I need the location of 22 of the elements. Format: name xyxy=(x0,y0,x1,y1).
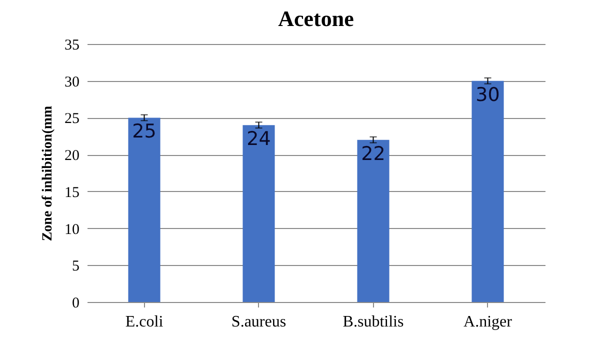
x-tick-label: E.coli xyxy=(125,314,164,330)
data-label: 22 xyxy=(361,142,386,165)
bar xyxy=(472,80,504,302)
bar xyxy=(357,140,390,302)
bar xyxy=(128,118,160,302)
y-tick-label: 10 xyxy=(64,222,80,238)
x-tick-label: S.aureus xyxy=(231,314,286,330)
y-axis-title: Zone of inhibition(mm xyxy=(40,105,56,242)
bar xyxy=(242,125,275,302)
y-tick-label: 30 xyxy=(64,74,80,90)
y-tick-label: 0 xyxy=(72,296,80,312)
y-tick-label: 25 xyxy=(64,111,80,128)
data-label: 25 xyxy=(132,120,156,143)
data-label: 30 xyxy=(476,84,500,106)
y-tick-label: 5 xyxy=(72,258,80,275)
x-tick-label: B.subtilis xyxy=(342,314,404,330)
x-tick-label: A.niger xyxy=(464,314,513,330)
data-label: 24 xyxy=(246,128,271,150)
y-tick-label: 15 xyxy=(64,184,80,201)
chart-title: Acetone xyxy=(278,6,354,31)
y-tick-label: 35 xyxy=(64,38,80,54)
y-tick-label: 20 xyxy=(64,148,80,164)
